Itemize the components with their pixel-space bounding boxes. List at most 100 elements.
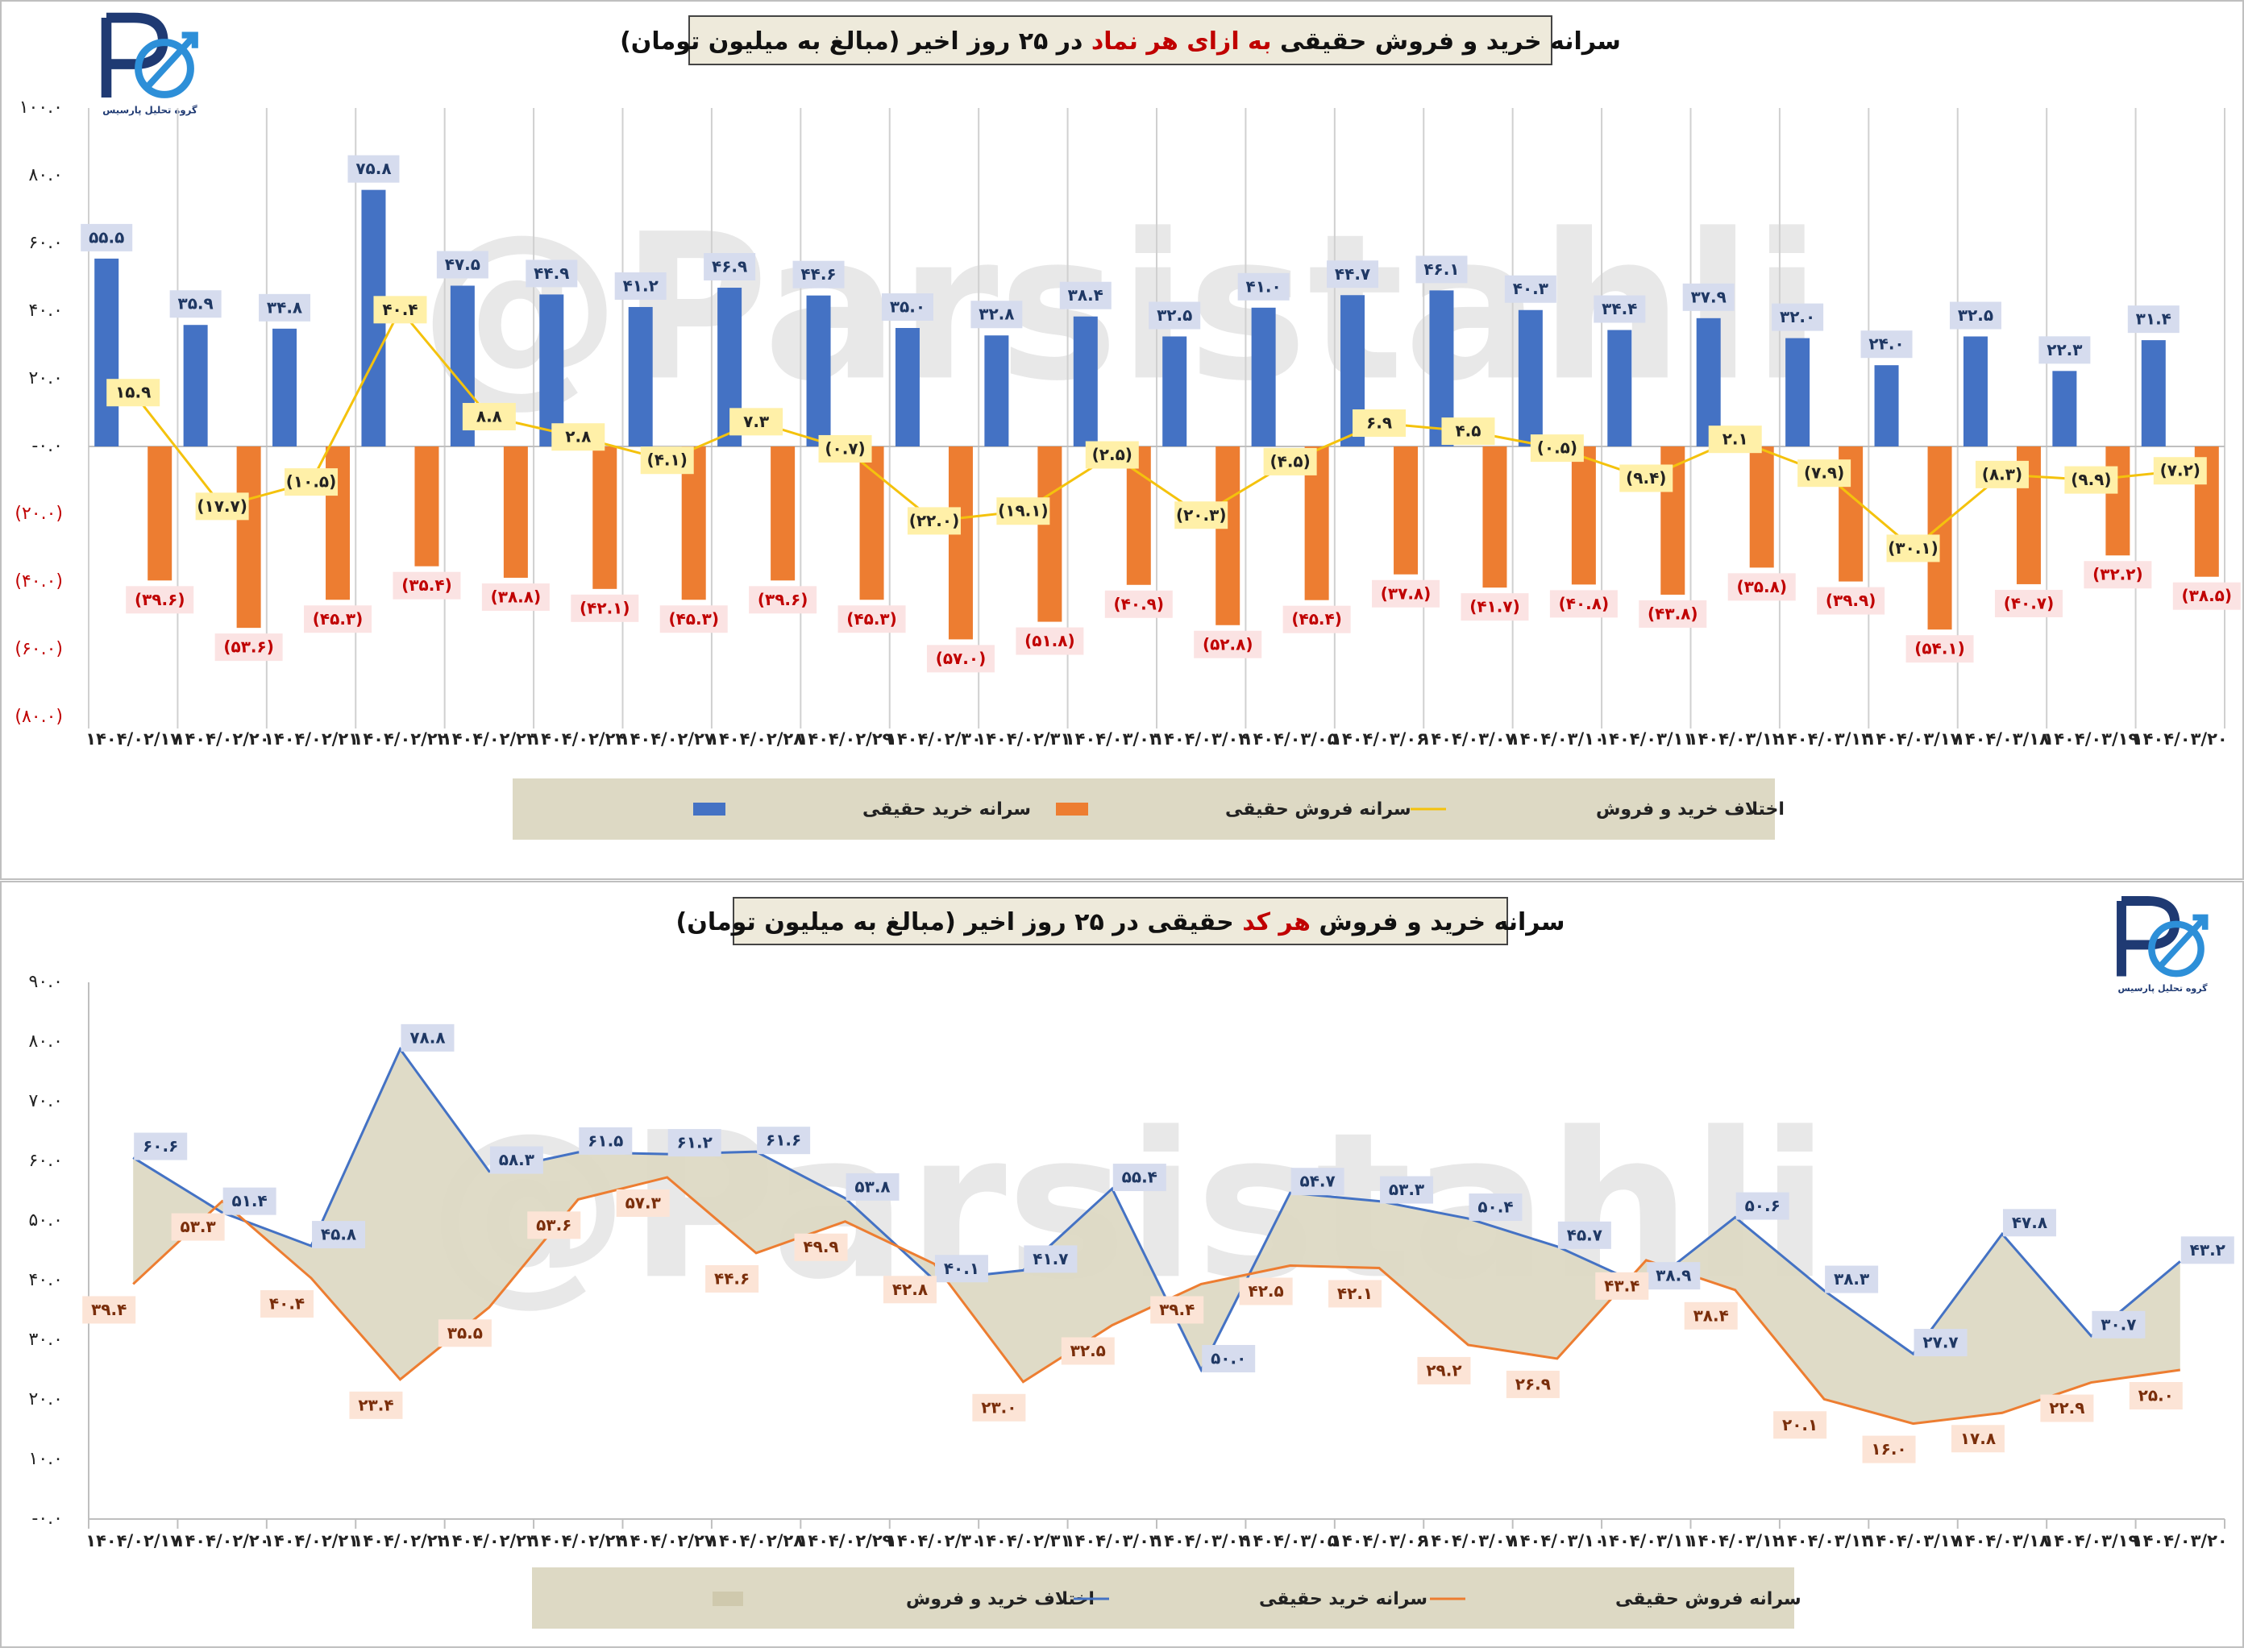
buy-data-label-bg <box>1415 255 1468 284</box>
sell-data-label-bg <box>837 605 906 633</box>
y-tick-label: ۸۰.۰ <box>29 1031 63 1052</box>
diff-data-label: (۰.۵) <box>1537 438 1577 458</box>
buy-bar <box>1963 336 1988 446</box>
y-tick-label: -۰.۰ <box>31 1509 63 1529</box>
diff-data-label-bg <box>1353 409 1407 438</box>
diff-data-label: (۴.۱) <box>647 450 688 470</box>
buy-data-label: ۴۴.۹ <box>534 264 569 283</box>
buy-data-label-bg <box>2002 1209 2056 1237</box>
buy-data-label: ۳۲.۵ <box>1958 305 1993 325</box>
sell-bar <box>1571 446 1596 585</box>
x-tick-label: ۱۴۰۴/۰۳/۱۱ <box>1598 729 1693 749</box>
chart-title-box-1 <box>733 897 1508 945</box>
x-tick-label: ۱۴۰۴/۰۳/۰۵ <box>1243 1531 1338 1550</box>
buy-data-label: ۳۴.۴ <box>1602 299 1637 318</box>
diff-data-label-bg <box>2153 457 2207 485</box>
sell-data-label: (۳۵.۸) <box>1736 577 1787 596</box>
buy-data-label-bg <box>1557 1221 1611 1249</box>
buy-data-label: ۴۴.۶ <box>800 264 836 284</box>
buy-data-label-bg <box>934 1255 988 1283</box>
diff-data-label: (۰.۷) <box>825 438 865 458</box>
sell-data-label-bg <box>2084 561 2152 589</box>
sell-data-label-bg <box>659 605 728 633</box>
buy-data-label: ۳۲.۵ <box>1157 305 1192 325</box>
buy-data-label: ۳۵.۰ <box>890 297 925 317</box>
chart-title-part: هر کد <box>1242 908 1311 936</box>
y-tick-label: ۲۰.۰ <box>29 368 63 388</box>
sell-data-label: (۴۵.۳) <box>313 609 364 629</box>
x-tick-label: ۱۴۰۴/۰۲/۳۱ <box>975 1531 1070 1550</box>
sell-data-label: ۱۷.۸ <box>1960 1429 1996 1448</box>
buy-data-label: ۶۱.۶ <box>766 1131 801 1150</box>
chart-title-0: سرانه خرید و فروش حقیقی به ازای هر نماد … <box>620 27 1621 56</box>
y-tick-label: -۰.۰ <box>31 436 63 456</box>
buy-bar <box>628 306 653 446</box>
x-tick-label: ۱۴۰۴/۰۳/۱۰ <box>1510 729 1605 749</box>
x-tick-label: ۱۴۰۴/۰۲/۲۰ <box>175 729 270 749</box>
x-tick-label: ۱۴۰۴/۰۲/۲۳ <box>442 729 537 749</box>
sell-bar <box>1037 446 1062 622</box>
buy-data-label: ۳۲.۸ <box>979 305 1014 324</box>
buy-data-label: ۴۱.۰ <box>1246 276 1282 296</box>
sell-data-label-bg <box>171 1213 225 1241</box>
buy-data-label: ۴۱.۲ <box>623 276 659 295</box>
buy-data-label: ۲۲.۳ <box>2047 340 2082 359</box>
y-tick-label: ۴۰.۰ <box>29 301 63 321</box>
buy-bar <box>539 294 564 446</box>
sell-data-label: (۴۰.۹) <box>1114 594 1165 613</box>
chart-title-1: سرانه خرید و فروش هر کد حقیقی در ۲۵ روز … <box>676 908 1565 936</box>
x-tick-label: ۱۴۰۴/۰۳/۰۷ <box>1421 729 1516 749</box>
diff-data-label: ۱۵.۹ <box>115 383 151 402</box>
sell-data-label: ۵۳.۳ <box>181 1217 216 1236</box>
diff-data-label-bg <box>729 408 783 436</box>
logo-ring-icon <box>135 39 194 98</box>
buy-data-label: ۴۷.۵ <box>445 255 480 274</box>
sell-data-label: ۲۳.۴ <box>358 1395 393 1414</box>
sell-data-label-bg <box>1372 579 1440 608</box>
buy-bar <box>272 328 297 446</box>
sell-data-label-bg <box>82 1296 136 1324</box>
buy-data-label: ۲۷.۷ <box>1922 1333 1958 1352</box>
sell-data-label-bg <box>2172 582 2241 610</box>
legend-swatch <box>1056 803 1088 816</box>
buy-data-label: ۴۷.۸ <box>2012 1213 2047 1232</box>
sell-data-label: ۳۲.۵ <box>1070 1341 1106 1360</box>
sell-data-label-bg <box>1817 587 1885 615</box>
sell-data-label-bg <box>1862 1435 1916 1463</box>
y-tick-label: (۴۰.۰) <box>15 571 63 591</box>
diff-data-label: (۹.۹) <box>2071 470 2111 489</box>
buy-bar <box>183 325 208 446</box>
sell-data-label: (۳۹.۹) <box>1826 591 1876 610</box>
x-tick-label: ۱۴۰۴/۰۲/۲۲ <box>353 1531 448 1550</box>
buy-data-label-bg <box>526 259 578 288</box>
x-tick-label: ۱۴۰۴/۰۳/۱۲ <box>1688 1531 1783 1550</box>
buy-data-label-bg <box>1380 1176 1434 1204</box>
y-tick-label: (۸۰.۰) <box>15 707 63 727</box>
x-tick-label: ۱۴۰۴/۰۲/۳۱ <box>975 729 1070 749</box>
buy-data-label: ۵۴.۷ <box>1300 1172 1336 1191</box>
sell-data-label: ۲۰.۱ <box>1782 1415 1818 1434</box>
diff-data-label-bg <box>106 379 160 407</box>
sell-data-label-bg <box>1239 1277 1293 1305</box>
sell-data-label-bg <box>1905 635 1974 663</box>
x-tick-label: ۱۴۰۴/۰۲/۲۳ <box>442 1531 537 1550</box>
sell-data-label-bg <box>1328 1280 1382 1308</box>
buy-data-label: ۳۲.۰ <box>1780 307 1815 326</box>
logo-caption: گروه تحلیل پارسیس <box>102 105 197 117</box>
x-tick-label: ۱۴۰۴/۰۳/۰۳ <box>1065 1531 1160 1550</box>
buy-bar <box>2052 371 2077 446</box>
sell-data-label-bg <box>260 1290 314 1318</box>
buy-data-label-bg <box>1237 272 1290 301</box>
diff-data-label: (۱۹.۱) <box>998 501 1049 521</box>
y-tick-label: ۸۰.۰ <box>29 165 63 185</box>
diff-data-label-bg <box>462 403 516 431</box>
sell-data-label-bg <box>1951 1425 2005 1453</box>
buy-data-label-bg <box>436 251 488 279</box>
y-tick-label: ۵۰.۰ <box>29 1210 63 1231</box>
y-tick-label: ۷۰.۰ <box>29 1091 63 1111</box>
buy-data-label-bg <box>222 1187 276 1215</box>
legend-label: سرانه فروش حقیقی <box>1225 799 1411 820</box>
sell-data-label: ۴۲.۱ <box>1337 1284 1373 1303</box>
buy-data-label: ۴۴.۷ <box>1335 264 1370 284</box>
